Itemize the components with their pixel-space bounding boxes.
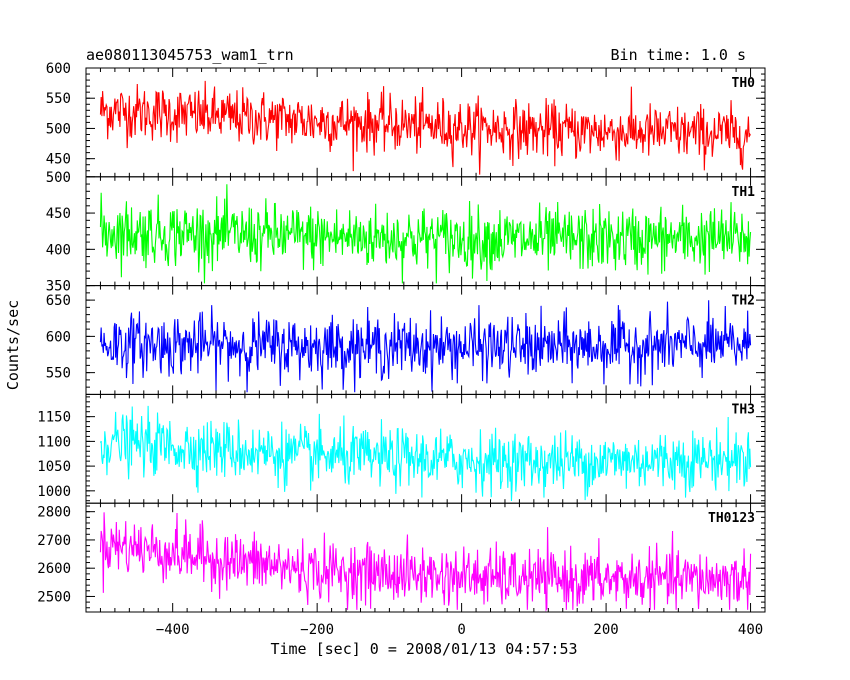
y-tick-label: 500 xyxy=(46,170,71,186)
panel-label-th3: TH3 xyxy=(732,402,755,417)
y-tick-label: 2600 xyxy=(37,561,71,577)
x-tick-label: −200 xyxy=(300,622,334,638)
chart-title: ae080113045753_wam1_trn xyxy=(86,46,294,64)
y-axis-label: Counts/sec xyxy=(4,300,22,390)
y-tick-label: 450 xyxy=(46,206,71,222)
chart-subtitle: Bin time: 1.0 s xyxy=(611,46,746,64)
y-tick-label: 550 xyxy=(46,366,71,382)
panel-th0123: 2500 2600 2700 2800 TH0123 xyxy=(37,502,766,613)
series-line-th0123 xyxy=(99,512,752,612)
panel-label-th0123: TH0123 xyxy=(708,511,755,526)
y-tick-label: 350 xyxy=(46,279,71,295)
series-line-th0 xyxy=(99,80,752,175)
panel-label-th2: TH2 xyxy=(732,294,755,309)
series-line-th2 xyxy=(99,300,752,393)
x-tick-label: −400 xyxy=(156,622,190,638)
x-tick-label: 400 xyxy=(738,622,763,638)
panels-group: 450 500 550 600 TH0 350 400 450 500 TH1 550 600 650 T… xyxy=(37,61,766,613)
panel-th0: 450 500 550 600 TH0 xyxy=(46,61,766,178)
y-tick-label: 600 xyxy=(46,61,71,77)
panel-label-th0: TH0 xyxy=(732,76,756,91)
y-tick-label: 1150 xyxy=(37,410,71,426)
y-tick-label: 400 xyxy=(46,242,71,258)
series-line-th3 xyxy=(99,405,752,502)
x-axis: −400 −200 0 200 400 xyxy=(156,622,763,638)
x-tick-label: 200 xyxy=(593,622,618,638)
y-tick-label: 450 xyxy=(46,152,71,168)
y-tick-label: 650 xyxy=(46,293,71,309)
y-tick-label: 500 xyxy=(46,121,71,137)
y-tick-label: 2800 xyxy=(37,505,71,521)
panel-label-th1: TH1 xyxy=(732,185,756,200)
y-tick-label: 2700 xyxy=(37,533,71,549)
panel-th2: 550 600 650 TH2 xyxy=(46,285,766,395)
panel-frame xyxy=(85,502,766,613)
x-axis-label: Time [sec] 0 = 2008/01/13 04:57:53 xyxy=(270,640,577,658)
y-tick-label: 2500 xyxy=(37,589,71,605)
y-tick-label: 1100 xyxy=(37,434,71,450)
panel-frame xyxy=(85,393,766,504)
panel-th3: 1000 1050 1100 1150 TH3 xyxy=(37,393,766,504)
series-line-th1 xyxy=(99,184,752,284)
y-tick-label: 600 xyxy=(46,329,71,345)
y-tick-label: 1000 xyxy=(37,484,71,500)
y-tick-label: 550 xyxy=(46,91,71,107)
panel-th1: 350 400 450 500 TH1 xyxy=(46,170,766,295)
x-tick-label: 0 xyxy=(457,622,465,638)
y-tick-label: 1050 xyxy=(37,459,71,475)
